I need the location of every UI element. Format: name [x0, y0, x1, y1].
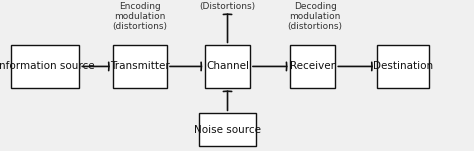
Text: Receiver: Receiver	[291, 61, 335, 71]
Bar	[205, 45, 250, 88]
Bar	[377, 45, 429, 88]
Text: Decoding
modulation
(distortions): Decoding modulation (distortions)	[288, 2, 343, 31]
Bar	[112, 45, 167, 88]
Text: Destination: Destination	[373, 61, 433, 71]
Text: Noise source: Noise source	[194, 125, 261, 135]
Text: Transmitter: Transmitter	[110, 61, 170, 71]
Text: Encoding
modulation
(distortions): Encoding modulation (distortions)	[112, 2, 167, 31]
Bar	[290, 45, 336, 88]
Bar	[199, 113, 256, 146]
Bar	[11, 45, 79, 88]
Text: Information source: Information source	[0, 61, 94, 71]
Text: Channel: Channel	[206, 61, 249, 71]
Text: (Distortions): (Distortions)	[200, 2, 255, 11]
